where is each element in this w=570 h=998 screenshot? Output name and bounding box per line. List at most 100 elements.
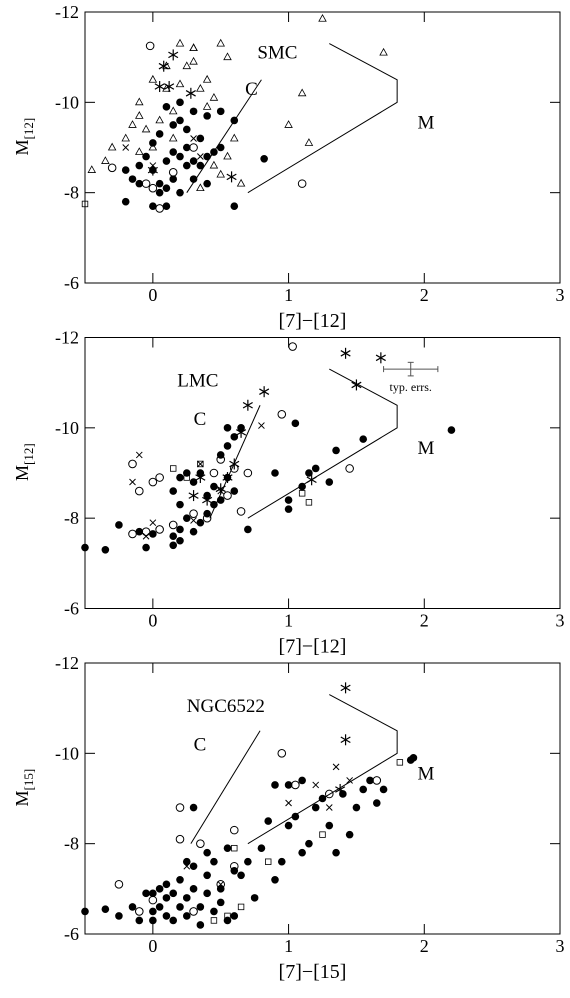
y-axis-label-sub: [15]: [21, 769, 36, 791]
filled-circle: [182, 857, 191, 866]
data-point: [210, 500, 218, 509]
data-point: [188, 490, 199, 502]
data-point: [182, 125, 191, 134]
plot-frame: [84, 337, 561, 609]
data-point: [128, 120, 137, 128]
triangle: [284, 120, 293, 128]
filled-circle: [176, 188, 184, 197]
data-point: [87, 165, 97, 173]
data-point: [190, 517, 197, 524]
filled-circle: [182, 161, 191, 170]
cross-arm: [135, 451, 143, 459]
triangle: [141, 124, 151, 133]
x-tick-label: 1: [284, 936, 293, 956]
data-point: [298, 848, 306, 857]
open-circle: [155, 473, 164, 482]
region-boundary: [186, 79, 262, 193]
data-point: [135, 527, 144, 536]
y-tick-label: -6: [64, 599, 79, 619]
data-point: [202, 74, 212, 83]
data-point: [135, 161, 144, 170]
open-circle: [324, 789, 334, 799]
filled-circle: [189, 157, 198, 165]
data-point: [291, 780, 300, 790]
data-point: [305, 469, 313, 477]
filled-circle: [182, 143, 191, 152]
filled-circle: [210, 857, 218, 866]
filled-circle: [182, 125, 191, 134]
data-point: [134, 486, 144, 496]
data-point: [189, 56, 198, 65]
data-point: [297, 88, 307, 97]
data-point: [168, 106, 178, 115]
asterisk-arm: [351, 381, 362, 389]
data-point: [128, 175, 137, 183]
open-circle: [236, 507, 246, 516]
asterisk-arm: [340, 684, 351, 692]
data-point: [169, 121, 178, 129]
data-point: [230, 116, 239, 125]
filled-circle: [359, 435, 368, 443]
data-point: [176, 903, 184, 911]
filled-circle: [169, 916, 178, 925]
filled-circle: [128, 175, 137, 183]
data-point: [197, 153, 204, 160]
data-point: [298, 490, 306, 497]
data-point: [189, 175, 198, 183]
filled-circle: [162, 912, 171, 920]
triangle: [216, 169, 225, 178]
square: [265, 858, 272, 865]
data-point: [162, 83, 171, 92]
data-point: [169, 541, 178, 550]
plot-frame: [84, 11, 561, 284]
triangle: [236, 178, 246, 187]
data-point: [223, 844, 232, 852]
x-tick-label: 2: [420, 611, 429, 631]
data-point: [176, 876, 184, 884]
data-point: [135, 179, 144, 188]
y-axis-label-main: M: [12, 139, 32, 155]
data-point: [372, 776, 382, 785]
data-point: [189, 527, 198, 536]
open-circle: [189, 907, 198, 916]
data-point: [223, 151, 232, 160]
data-point: [210, 148, 218, 156]
filled-circle: [203, 112, 211, 120]
data-point: [164, 81, 175, 93]
filled-circle: [169, 175, 178, 183]
filled-circle: [189, 885, 198, 893]
filled-circle: [135, 527, 144, 536]
data-point: [325, 804, 333, 811]
data-point: [291, 812, 300, 821]
data-point: [216, 107, 225, 116]
filled-circle: [176, 98, 184, 107]
cross-arm: [258, 422, 265, 429]
data-point: [135, 916, 144, 925]
data-point: [305, 839, 313, 848]
data-point: [148, 142, 158, 151]
filled-circle: [352, 803, 361, 812]
data-point: [216, 455, 226, 464]
data-point: [176, 525, 184, 534]
asterisk-arm: [158, 62, 169, 70]
data-point: [145, 41, 155, 51]
cross-arm: [217, 880, 225, 888]
filled-circle: [121, 197, 130, 206]
data-point: [229, 825, 239, 835]
triangle: [87, 165, 97, 173]
data-point: [260, 154, 268, 163]
open-circle: [291, 780, 300, 790]
triangle: [318, 13, 327, 22]
data-point: [189, 862, 198, 871]
data-point: [81, 200, 89, 208]
data-point: [352, 803, 361, 812]
open-circle: [216, 880, 226, 889]
data-point: [149, 916, 157, 925]
data-point: [202, 102, 212, 110]
data-point: [277, 409, 287, 419]
data-point: [319, 831, 326, 838]
open-circle: [196, 839, 205, 848]
open-circle: [148, 895, 158, 905]
filled-circle: [155, 179, 164, 188]
open-circle: [277, 409, 287, 419]
